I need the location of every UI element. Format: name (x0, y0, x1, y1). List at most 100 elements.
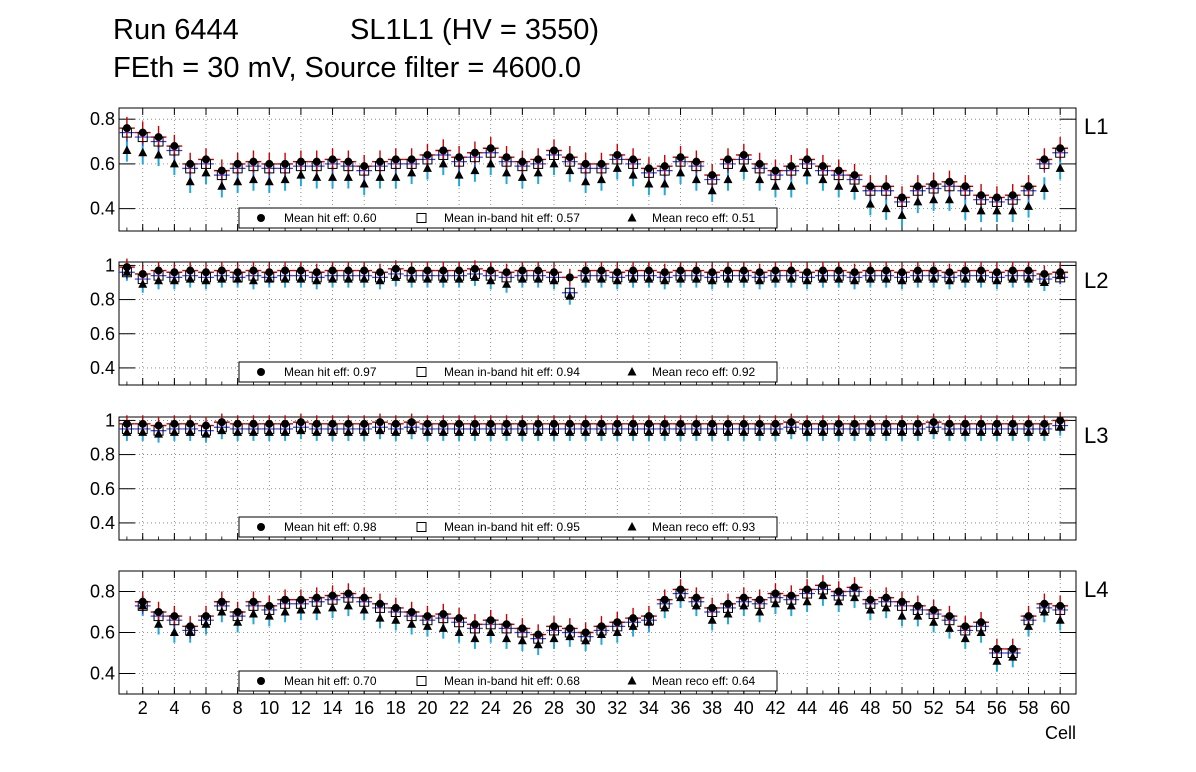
hit-marker (708, 171, 717, 180)
reco-marker (628, 274, 638, 283)
hit-marker (376, 599, 384, 608)
hit-marker (565, 273, 574, 282)
hit-marker (992, 193, 1001, 202)
reco-marker (1039, 183, 1049, 193)
reco-marker (929, 617, 939, 626)
reco-marker (755, 427, 765, 436)
hit-marker (233, 159, 242, 168)
hit-marker (296, 266, 305, 275)
hit-marker (1008, 191, 1017, 200)
panel-l2: 0.4 0.6 0.8 1 L2 Mean hit eff: 0.97 Mean in-ba… (90, 255, 1108, 386)
hit-marker (850, 171, 859, 180)
hit-marker (597, 622, 606, 631)
x-tick-label: 50 (892, 698, 912, 718)
hit-marker (344, 589, 353, 598)
hit-marker (739, 419, 748, 428)
hit-marker (629, 614, 638, 623)
hit-marker (1040, 599, 1049, 608)
hit-marker (676, 153, 685, 162)
reco-marker (486, 275, 496, 285)
settings-title: FEth = 30 mV, Source filter = 4600.0 (113, 52, 582, 84)
reco-marker (312, 172, 322, 181)
legend-reco-text: Mean reco eff: 0.64 (652, 674, 756, 688)
reco-marker (533, 427, 543, 436)
reco-marker (201, 429, 211, 438)
y-tick-label: 0.8 (90, 290, 115, 310)
y-tick-label: 0.4 (90, 664, 115, 684)
hit-marker (882, 266, 891, 275)
reco-marker (755, 174, 765, 184)
hit-marker (518, 419, 527, 428)
hit-marker (312, 419, 321, 428)
hit-marker (771, 419, 780, 428)
reco-marker (818, 427, 828, 436)
hit-marker (423, 150, 432, 159)
reco-marker (707, 185, 717, 195)
hit-marker (138, 269, 147, 278)
reco-marker (264, 274, 274, 283)
hit-marker (1056, 601, 1065, 610)
reco-marker (644, 617, 654, 626)
hit-marker (170, 419, 179, 428)
hit-marker (360, 162, 369, 171)
hit-marker (755, 419, 764, 428)
hit-marker (961, 419, 970, 428)
hit-marker (1024, 612, 1033, 621)
reco-marker (691, 427, 701, 436)
reco-marker (660, 602, 670, 612)
reco-marker (438, 274, 448, 283)
reco-marker (944, 275, 954, 285)
reco-marker (407, 274, 417, 283)
reco-marker (612, 627, 622, 636)
reco-marker (1024, 274, 1034, 283)
hit-marker (328, 266, 337, 275)
reco-marker (185, 427, 195, 436)
hit-marker (724, 419, 732, 428)
reco-marker (486, 627, 496, 636)
hit-marker (898, 419, 906, 428)
reco-marker (470, 272, 480, 281)
hit-marker (913, 266, 922, 275)
hit-marker (977, 618, 986, 627)
reco-marker (739, 427, 749, 436)
reco-marker (960, 203, 970, 213)
legend-reco-text: Mean reco eff: 0.51 (652, 211, 756, 225)
reco-marker (818, 174, 828, 184)
reco-marker (739, 274, 749, 283)
hit-marker (502, 419, 511, 428)
hit-marker (550, 146, 558, 155)
reco-marker (328, 602, 338, 612)
hit-marker (787, 418, 796, 427)
reco-marker (391, 272, 401, 281)
hit-marker (1040, 269, 1049, 278)
reco-marker (881, 427, 891, 436)
hit-marker (154, 421, 163, 430)
hit-marker (660, 595, 669, 604)
reco-marker (422, 274, 432, 283)
hit-marker (391, 419, 400, 428)
reco-marker (881, 602, 891, 612)
reco-marker (691, 174, 701, 184)
hit-marker (1040, 419, 1049, 428)
reco-marker (581, 176, 591, 186)
layer-label-l4: L4 (1084, 577, 1108, 602)
reco-marker (786, 425, 796, 435)
reco-marker (549, 427, 559, 436)
reco-marker (122, 145, 132, 154)
reco-marker (739, 163, 749, 172)
hit-marker (613, 618, 622, 627)
hit-marker (961, 182, 970, 191)
reco-marker (913, 427, 923, 436)
reco-marker (517, 172, 527, 181)
reco-marker (770, 427, 780, 436)
hit-marker (771, 266, 780, 275)
reco-marker (660, 179, 670, 188)
hit-marker (217, 166, 226, 175)
reco-marker (581, 274, 591, 283)
legend-inband-text: Mean in-band hit eff: 0.57 (444, 211, 580, 225)
reco-marker (1008, 274, 1018, 283)
hit-marker (660, 162, 669, 171)
reco-marker (533, 274, 543, 283)
reco-marker (517, 427, 527, 436)
